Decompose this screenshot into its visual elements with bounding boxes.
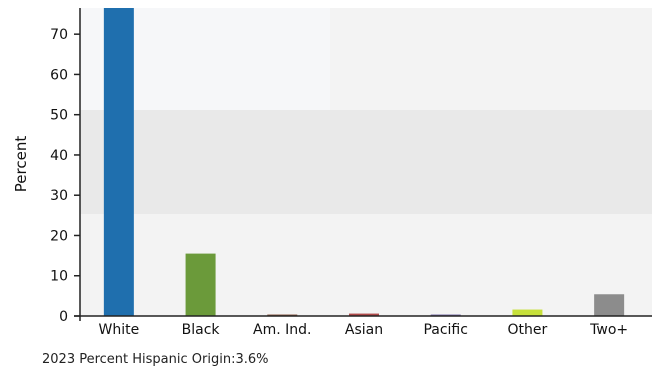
hispanic-origin-footnote: 2023 Percent Hispanic Origin:3.6% bbox=[42, 352, 269, 367]
bar-black bbox=[185, 253, 216, 316]
plot-background bbox=[80, 8, 652, 316]
bar-other bbox=[512, 309, 543, 316]
y-tick-label: 30 bbox=[50, 188, 68, 204]
bar-two bbox=[594, 294, 625, 316]
bar-white bbox=[103, 8, 134, 316]
y-tick-label: 70 bbox=[50, 27, 68, 43]
x-category-label: Other bbox=[508, 322, 548, 338]
bar-asian bbox=[349, 313, 379, 316]
y-axis: 0 10 20 30 40 50 60 70 bbox=[50, 8, 81, 325]
x-axis: White Black Am. Ind. Asian Pacific Other Two+ bbox=[74, 315, 652, 338]
y-tick-label: 10 bbox=[50, 269, 68, 285]
x-category-label: Pacific bbox=[423, 322, 468, 338]
y-tick-label: 0 bbox=[59, 309, 68, 325]
bars-group bbox=[103, 8, 625, 316]
x-category-label: Am. Ind. bbox=[253, 322, 311, 338]
x-category-label: White bbox=[98, 322, 139, 338]
y-tick-label: 50 bbox=[50, 108, 68, 124]
y-tick-label: 40 bbox=[50, 148, 68, 164]
y-tick-label: 20 bbox=[50, 228, 68, 244]
x-category-label: Asian bbox=[345, 322, 383, 338]
y-axis-label: Percent bbox=[12, 136, 30, 193]
x-category-label: Two+ bbox=[589, 322, 628, 338]
y-tick-label: 60 bbox=[50, 67, 68, 83]
x-category-label: Black bbox=[182, 322, 221, 338]
